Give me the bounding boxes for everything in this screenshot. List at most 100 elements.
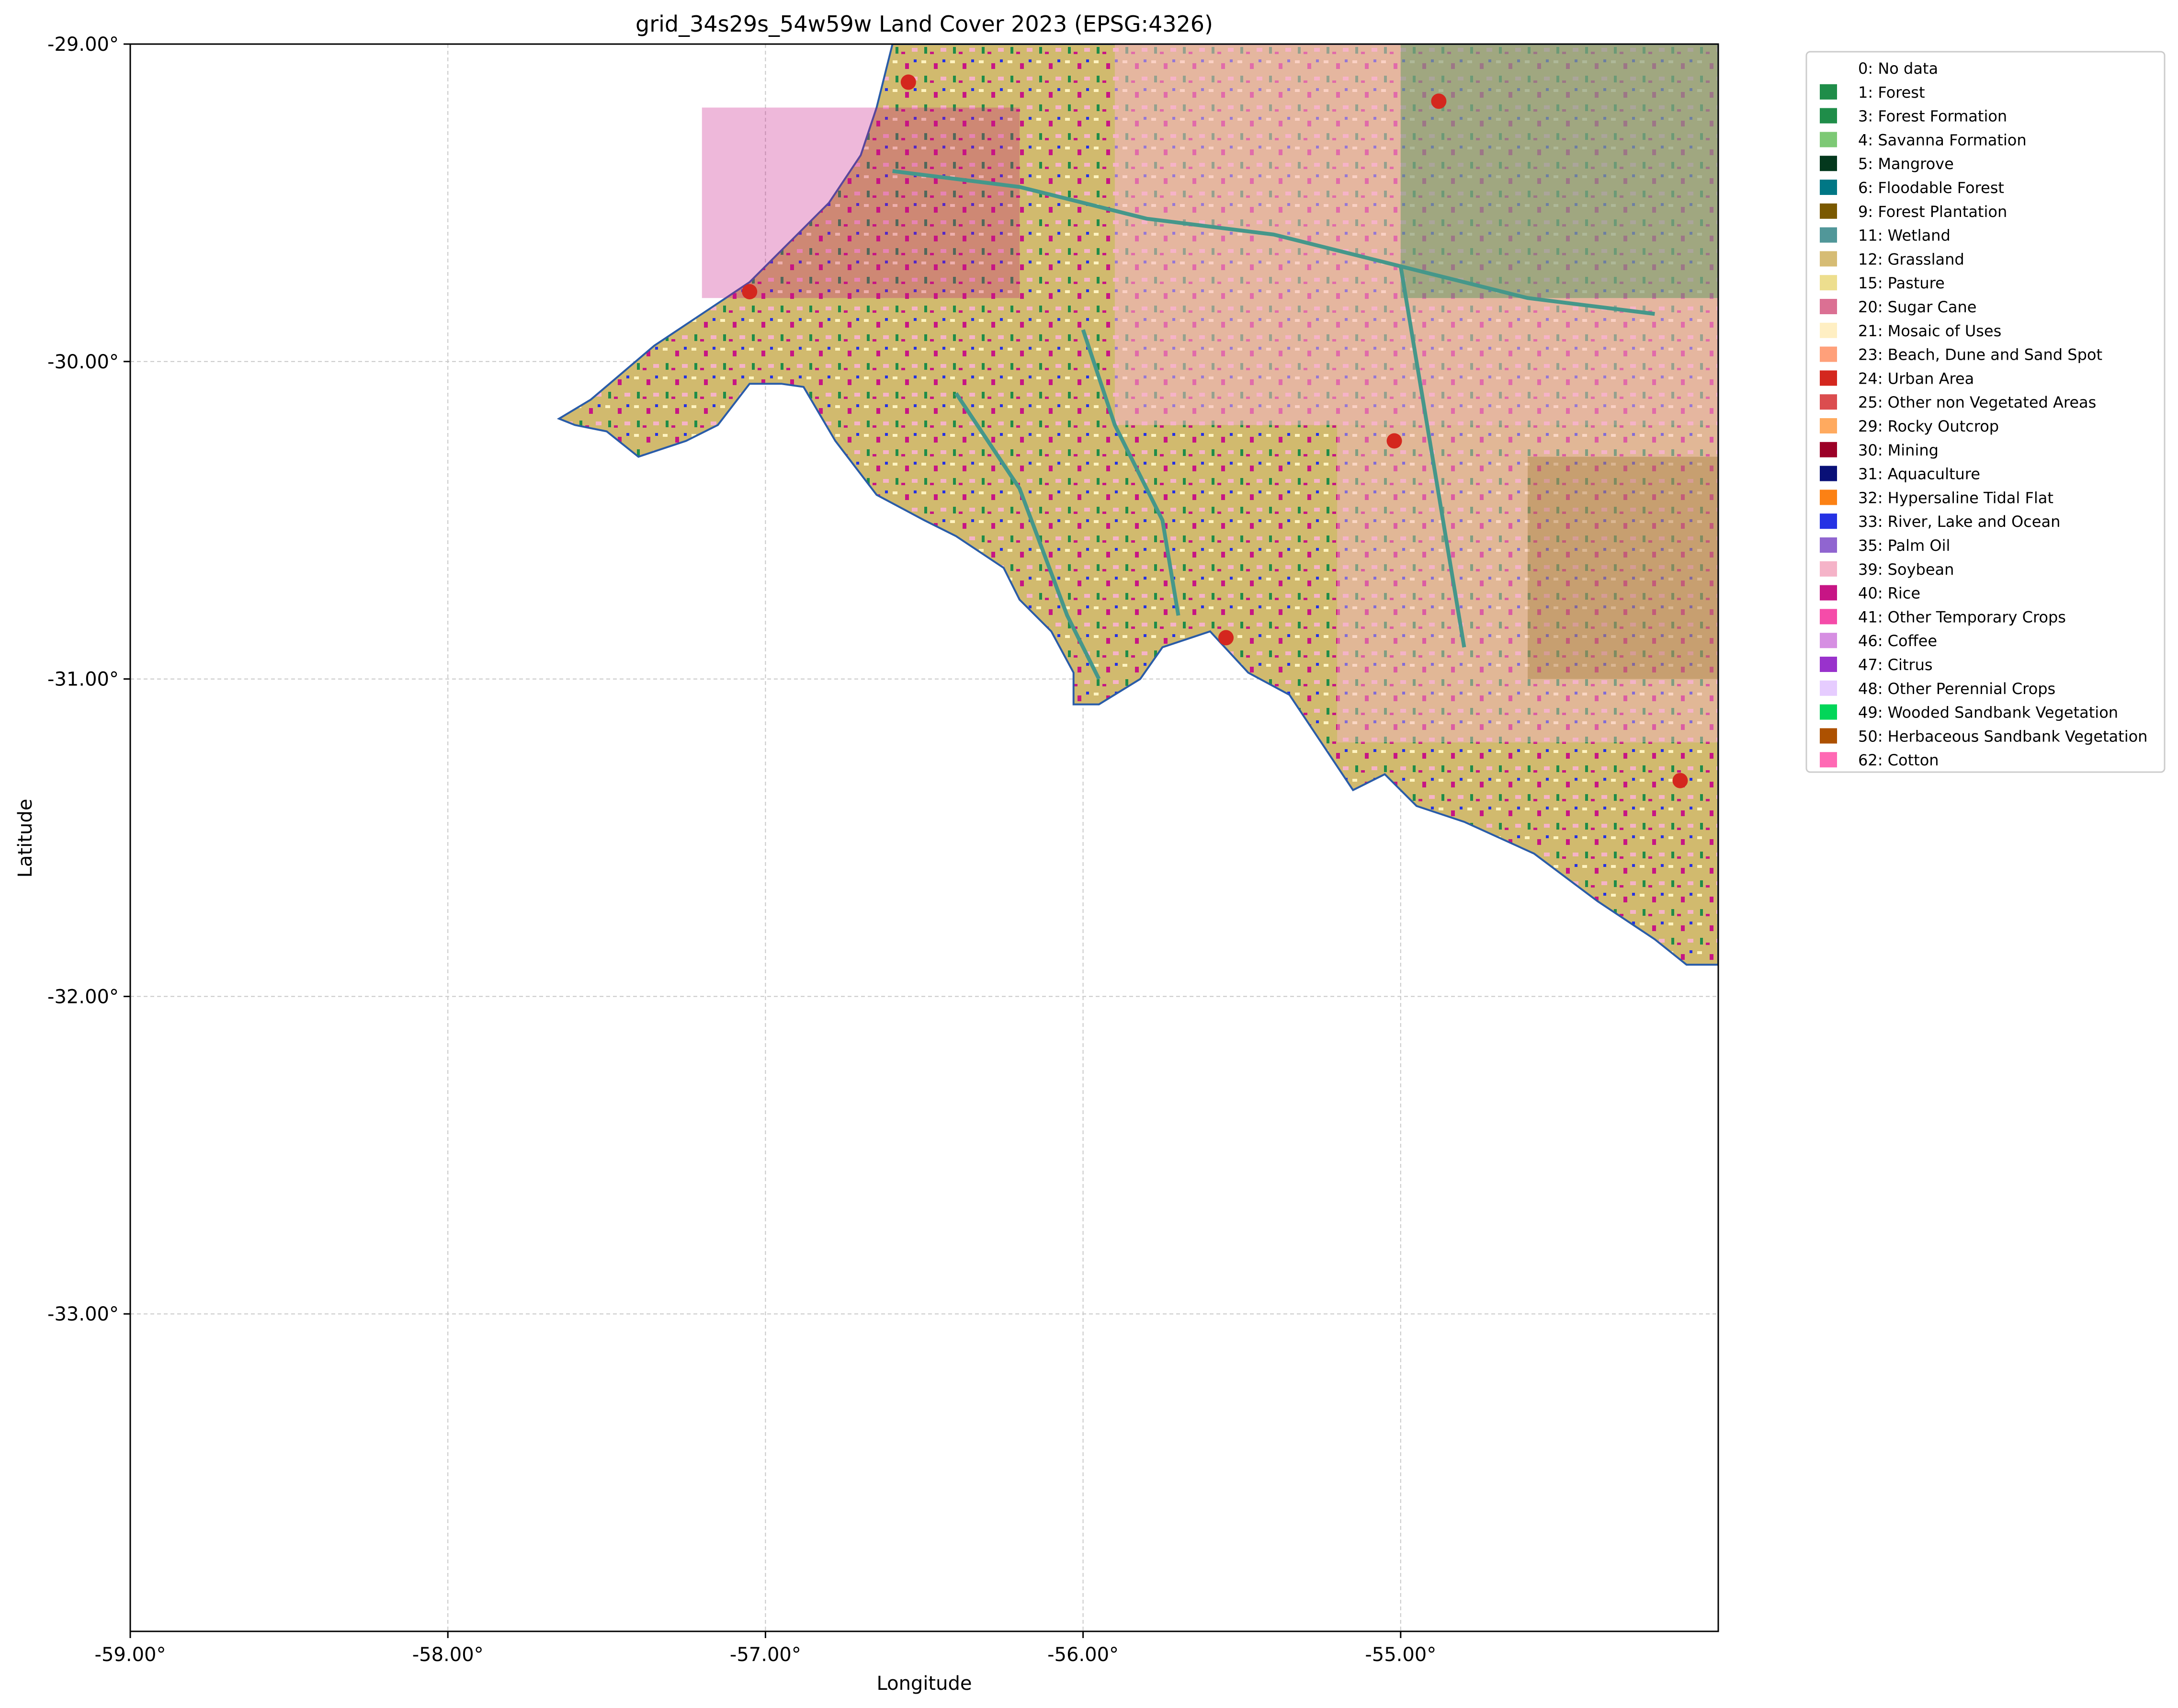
legend-swatch xyxy=(1820,251,1837,267)
legend-label: 25: Other non Vegetated Areas xyxy=(1858,393,2096,411)
legend-label: 31: Aquaculture xyxy=(1858,465,1980,483)
legend: 0: No data 1: Forest 3: Forest Formation 4:… xyxy=(1805,51,2166,773)
legend-item: 24: Urban Area xyxy=(1820,369,1974,387)
land-cover-patch xyxy=(1400,44,1718,298)
legend-label: 15: Pasture xyxy=(1858,274,1945,292)
legend-item: 39: Soybean xyxy=(1820,560,1954,579)
x-tick-label: -58.00° xyxy=(412,1644,484,1666)
legend-item: 46: Coffee xyxy=(1820,632,1937,650)
legend-item: 9: Forest Plantation xyxy=(1820,203,2007,221)
urban-area-spot xyxy=(1672,773,1688,788)
y-tick-label: -31.00° xyxy=(47,669,119,691)
legend-item: 20: Sugar Cane xyxy=(1820,298,1976,316)
legend-label: 47: Citrus xyxy=(1858,656,1933,674)
legend-item: 4: Savanna Formation xyxy=(1820,131,2027,149)
legend-swatch xyxy=(1820,418,1837,433)
x-axis-ticks: -59.00° -58.00° -57.00° -56.00° -55.00° xyxy=(95,1631,1436,1666)
legend-swatch xyxy=(1820,680,1837,696)
legend-label: 33: River, Lake and Ocean xyxy=(1858,512,2060,531)
legend-swatch xyxy=(1820,513,1837,529)
legend-item: 21: Mosaic of Uses xyxy=(1820,322,2001,340)
x-axis-label: Longitude xyxy=(877,1673,972,1695)
legend-item: 62: Cotton xyxy=(1820,751,1939,769)
river-line xyxy=(1081,329,1180,616)
legend-item: 47: Citrus xyxy=(1820,656,1933,674)
river-line xyxy=(1398,266,1466,648)
legend-label: 9: Forest Plantation xyxy=(1858,203,2007,221)
legend-label: 35: Palm Oil xyxy=(1858,536,1950,555)
legend-swatch xyxy=(1820,728,1837,744)
legend-swatch xyxy=(1820,227,1837,243)
legend-item: 0: No data xyxy=(1820,59,1938,78)
urban-area-spot xyxy=(1386,433,1402,449)
legend-label: 23: Beach, Dune and Sand Spot xyxy=(1858,346,2102,364)
x-tick-label: -59.00° xyxy=(95,1644,166,1666)
legend-swatch xyxy=(1820,442,1837,457)
legend-label: 11: Wetland xyxy=(1858,227,1951,245)
legend-swatch xyxy=(1820,346,1837,362)
legend-item: 48: Other Perennial Crops xyxy=(1820,680,2055,698)
legend-item: 12: Grassland xyxy=(1820,250,1964,268)
legend-label: 49: Wooded Sandbank Vegetation xyxy=(1858,704,2118,722)
legend-label: 4: Savanna Formation xyxy=(1858,131,2027,149)
legend-item: 30: Mining xyxy=(1820,441,1939,459)
legend-label: 46: Coffee xyxy=(1858,632,1937,650)
y-tick-label: -30.00° xyxy=(47,351,119,373)
legend-swatch xyxy=(1820,585,1837,601)
legend-swatch xyxy=(1820,609,1837,625)
x-tick-label: -55.00° xyxy=(1365,1644,1436,1666)
legend-item: 32: Hypersaline Tidal Flat xyxy=(1820,489,2053,507)
legend-item: 49: Wooded Sandbank Vegetation xyxy=(1820,704,2118,722)
legend-item: 25: Other non Vegetated Areas xyxy=(1820,393,2096,411)
y-axis-ticks: -29.00° -30.00° -31.00° -32.00° -33.00° xyxy=(47,34,130,1325)
legend-swatch xyxy=(1820,156,1837,171)
legend-label: 48: Other Perennial Crops xyxy=(1858,680,2055,698)
legend-item: 50: Herbaceous Sandbank Vegetation xyxy=(1820,727,2147,745)
legend-swatch xyxy=(1820,633,1837,649)
legend-item: 3: Forest Formation xyxy=(1820,107,2007,125)
legend-label: 62: Cotton xyxy=(1858,751,1939,769)
legend-label: 50: Herbaceous Sandbank Vegetation xyxy=(1858,727,2147,745)
land-cover-patch xyxy=(702,107,1020,298)
legend-label: 24: Urban Area xyxy=(1858,369,1974,387)
river-line xyxy=(892,169,1655,316)
legend-label: 6: Floodable Forest xyxy=(1858,179,2004,197)
legend-label: 40: Rice xyxy=(1858,584,1920,603)
land-cover-patch xyxy=(1528,456,1718,679)
legend-swatch xyxy=(1820,275,1837,291)
urban-area-spot xyxy=(900,74,916,90)
legend-swatch xyxy=(1820,394,1837,410)
urban-area-spot xyxy=(742,284,758,299)
legend-item: 41: Other Temporary Crops xyxy=(1820,608,2066,626)
legend-label: 39: Soybean xyxy=(1858,560,1954,579)
legend-label: 21: Mosaic of Uses xyxy=(1858,322,2001,340)
legend-label: 41: Other Temporary Crops xyxy=(1858,608,2066,626)
legend-item: 33: River, Lake and Ocean xyxy=(1820,512,2060,531)
legend-item: 6: Floodable Forest xyxy=(1820,179,2004,197)
legend-label: 5: Mangrove xyxy=(1858,155,1954,173)
legend-item: 23: Beach, Dune and Sand Spot xyxy=(1820,346,2102,364)
legend-swatch xyxy=(1820,466,1837,481)
legend-label: 0: No data xyxy=(1858,59,1938,78)
urban-area-spot xyxy=(1431,93,1447,109)
y-tick-label: -33.00° xyxy=(47,1303,119,1325)
y-axis-label: Latitude xyxy=(14,799,36,878)
legend-item: 15: Pasture xyxy=(1820,274,1945,292)
legend-item: 1: Forest xyxy=(1820,83,1925,102)
legend-swatch xyxy=(1820,132,1837,148)
legend-item: 11: Wetland xyxy=(1820,227,1951,245)
legend-item: 40: Rice xyxy=(1820,584,1920,603)
y-tick-label: -29.00° xyxy=(47,34,119,56)
land-cover-patch xyxy=(1337,425,1718,743)
urban-area-spot xyxy=(1218,630,1234,646)
x-tick-label: -57.00° xyxy=(730,1644,801,1666)
x-tick-label: -56.00° xyxy=(1047,1644,1119,1666)
legend-swatch xyxy=(1820,203,1837,219)
legend-swatch xyxy=(1820,108,1837,124)
legend-swatch xyxy=(1820,322,1837,338)
legend-label: 1: Forest xyxy=(1858,83,1925,102)
legend-swatch xyxy=(1820,561,1837,577)
legend-swatch xyxy=(1820,370,1837,386)
legend-swatch xyxy=(1820,537,1837,553)
